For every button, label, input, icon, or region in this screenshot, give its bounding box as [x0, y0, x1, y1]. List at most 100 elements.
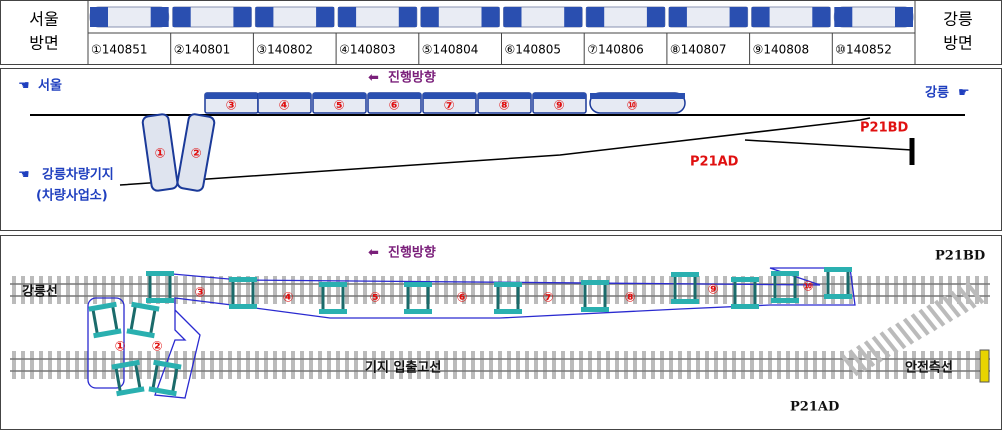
tie [949, 290, 969, 314]
wheel [126, 328, 155, 339]
car-1 [141, 113, 179, 192]
car-number: ⑩ [802, 280, 813, 295]
bogie [229, 277, 257, 309]
safety-siding-label: 안전측선 [905, 360, 953, 376]
car-number: ⑧ [498, 99, 509, 114]
wheel [771, 271, 799, 276]
wheel [771, 298, 799, 303]
car-number: ② [151, 340, 162, 355]
car-stripe [172, 7, 191, 27]
wheel [319, 309, 347, 314]
train-outline [149, 267, 856, 399]
wheel [581, 307, 609, 312]
tie [941, 295, 961, 318]
car-id: ⑧140807 [670, 43, 727, 57]
tie [965, 281, 985, 305]
car-id: ④140803 [339, 43, 396, 57]
tie [871, 335, 891, 359]
bogie [88, 301, 122, 339]
bogie [319, 282, 347, 314]
car-number: ③ [225, 99, 236, 114]
wheel [824, 294, 852, 299]
bogie [671, 272, 699, 304]
tie [879, 331, 899, 354]
wheel [404, 282, 432, 287]
car-stripe [258, 93, 311, 99]
tie [863, 340, 883, 363]
car-number: ⑦ [443, 99, 454, 114]
hand-icon: ☚ [18, 79, 30, 94]
tie [856, 344, 876, 368]
wheel [93, 328, 122, 339]
car-stripe [478, 93, 531, 99]
direction-label: 진행방향 [388, 70, 436, 86]
tie [902, 317, 922, 341]
right-label: 강릉 [925, 85, 949, 101]
direction-label: 진행방향 [388, 245, 436, 261]
car-number: ④ [278, 99, 289, 114]
car-stripe [590, 93, 685, 99]
car-numbers: ① ② ③ ④ ⑤ ⑥ ⑦ ⑧ ⑨ ⑩ [114, 280, 813, 355]
arrow-icon: ⬅ [368, 246, 379, 261]
car-number: ③ [194, 286, 205, 301]
bogie [731, 277, 759, 309]
wheel [494, 282, 522, 287]
header-train: ①140851 ②140801 ③140802 ④140803 ⑤140804 ⑥1408… [89, 6, 914, 65]
car-stripe [423, 93, 476, 99]
tie [910, 313, 930, 336]
left-direction: 방면 [29, 34, 58, 53]
tie [934, 299, 954, 323]
car-stripe [751, 7, 770, 27]
car-stripe [338, 7, 357, 27]
car-number: ⑤ [369, 291, 380, 306]
car-id: ①140851 [91, 43, 148, 57]
car-stripe [834, 7, 853, 27]
car-id: ③140802 [256, 43, 313, 57]
car-stripe [564, 7, 583, 27]
point-label: P21BD [860, 121, 909, 136]
overview-train: ③ ④ ⑤ ⑥ ⑦ ⑧ ⑨ ⑩ [204, 92, 686, 114]
car-id: ⑤140804 [422, 43, 479, 57]
bogie [404, 282, 432, 314]
car-2 [176, 113, 216, 192]
depot-line-label: 기지 입출고선 [365, 360, 441, 376]
bogie [771, 271, 799, 303]
car-stripe [586, 7, 605, 27]
wheel [131, 301, 160, 312]
safety-track [744, 139, 913, 151]
car-number: ⑨ [707, 283, 718, 298]
tie [887, 326, 907, 350]
main-line-label: 강릉선 [22, 284, 58, 300]
tie [840, 353, 860, 377]
car-outline [87, 297, 125, 389]
car-stripe [503, 7, 522, 27]
car-stripe [316, 7, 335, 27]
hand-icon: ☚ [18, 168, 30, 183]
bogie [111, 359, 145, 397]
depot-label: 강릉차량기지 [42, 167, 114, 183]
point-label: P21AD [790, 400, 839, 415]
car-id: ⑥140805 [505, 43, 562, 57]
car-stripe [233, 7, 252, 27]
depot-track [119, 117, 871, 186]
tie [848, 349, 868, 372]
car-number: ⑩ [626, 99, 637, 114]
bogie [126, 301, 160, 339]
car-stripe [420, 7, 439, 27]
car-stripe [668, 7, 687, 27]
tie [926, 304, 946, 327]
car-number: ⑤ [333, 99, 344, 114]
car-stripe [150, 7, 169, 27]
wheel [731, 304, 759, 309]
car-stripe [398, 7, 417, 27]
car-number: ⑧ [624, 291, 635, 306]
right-direction: 강릉 [943, 10, 972, 29]
car-id: ⑦140806 [587, 43, 644, 57]
wheel [229, 304, 257, 309]
wheel [146, 271, 174, 276]
point-label: P21BD [935, 249, 985, 264]
wheel [731, 277, 759, 282]
bogie [146, 271, 174, 303]
wheel [153, 359, 182, 370]
